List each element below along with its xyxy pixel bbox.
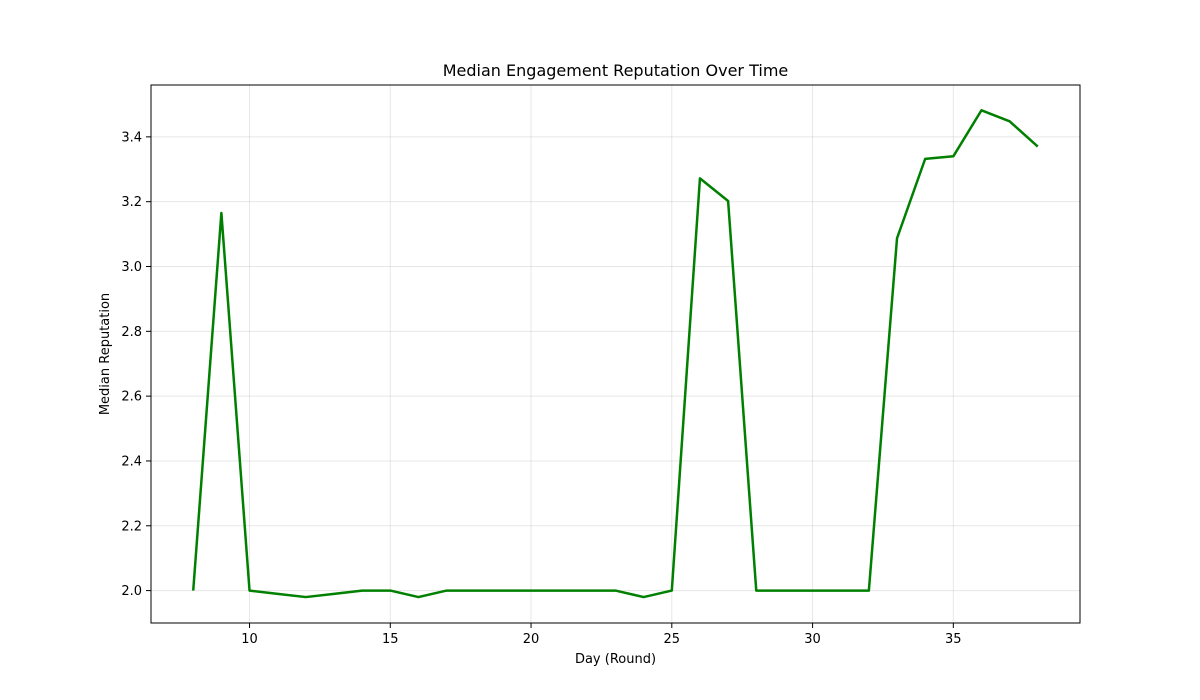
series-layer bbox=[191, 109, 1039, 599]
x-tick-label: 15 bbox=[382, 632, 399, 647]
plot-area-frame bbox=[150, 84, 1081, 624]
y-axis: 2.0 2.2 2.4 2.6 2.8 3.0 3.2 3.4 bbox=[121, 130, 151, 599]
y-tick-label: 2.2 bbox=[121, 519, 142, 534]
x-tick-label: 20 bbox=[523, 632, 540, 647]
y-tick-label: 2.4 bbox=[121, 454, 142, 469]
y-axis-label: Median Reputation bbox=[98, 293, 113, 415]
x-tick-label: 30 bbox=[804, 632, 821, 647]
x-tick-label: 10 bbox=[241, 632, 258, 647]
x-axis-label: Day (Round) bbox=[575, 652, 656, 667]
chart-title: Median Engagement Reputation Over Time bbox=[443, 61, 789, 80]
x-tick-label: 25 bbox=[664, 632, 681, 647]
y-tick-label: 2.0 bbox=[121, 584, 142, 599]
series-line bbox=[191, 109, 1039, 599]
grid bbox=[151, 85, 1080, 623]
y-tick-label: 2.8 bbox=[121, 325, 142, 340]
x-axis: 10 15 20 25 30 35 bbox=[241, 623, 962, 647]
y-tick-label: 3.4 bbox=[121, 130, 142, 145]
x-tick-label: 35 bbox=[945, 632, 962, 647]
y-tick-label: 2.6 bbox=[121, 390, 142, 405]
y-tick-label: 3.2 bbox=[121, 195, 142, 210]
y-tick-label: 3.0 bbox=[121, 260, 142, 275]
